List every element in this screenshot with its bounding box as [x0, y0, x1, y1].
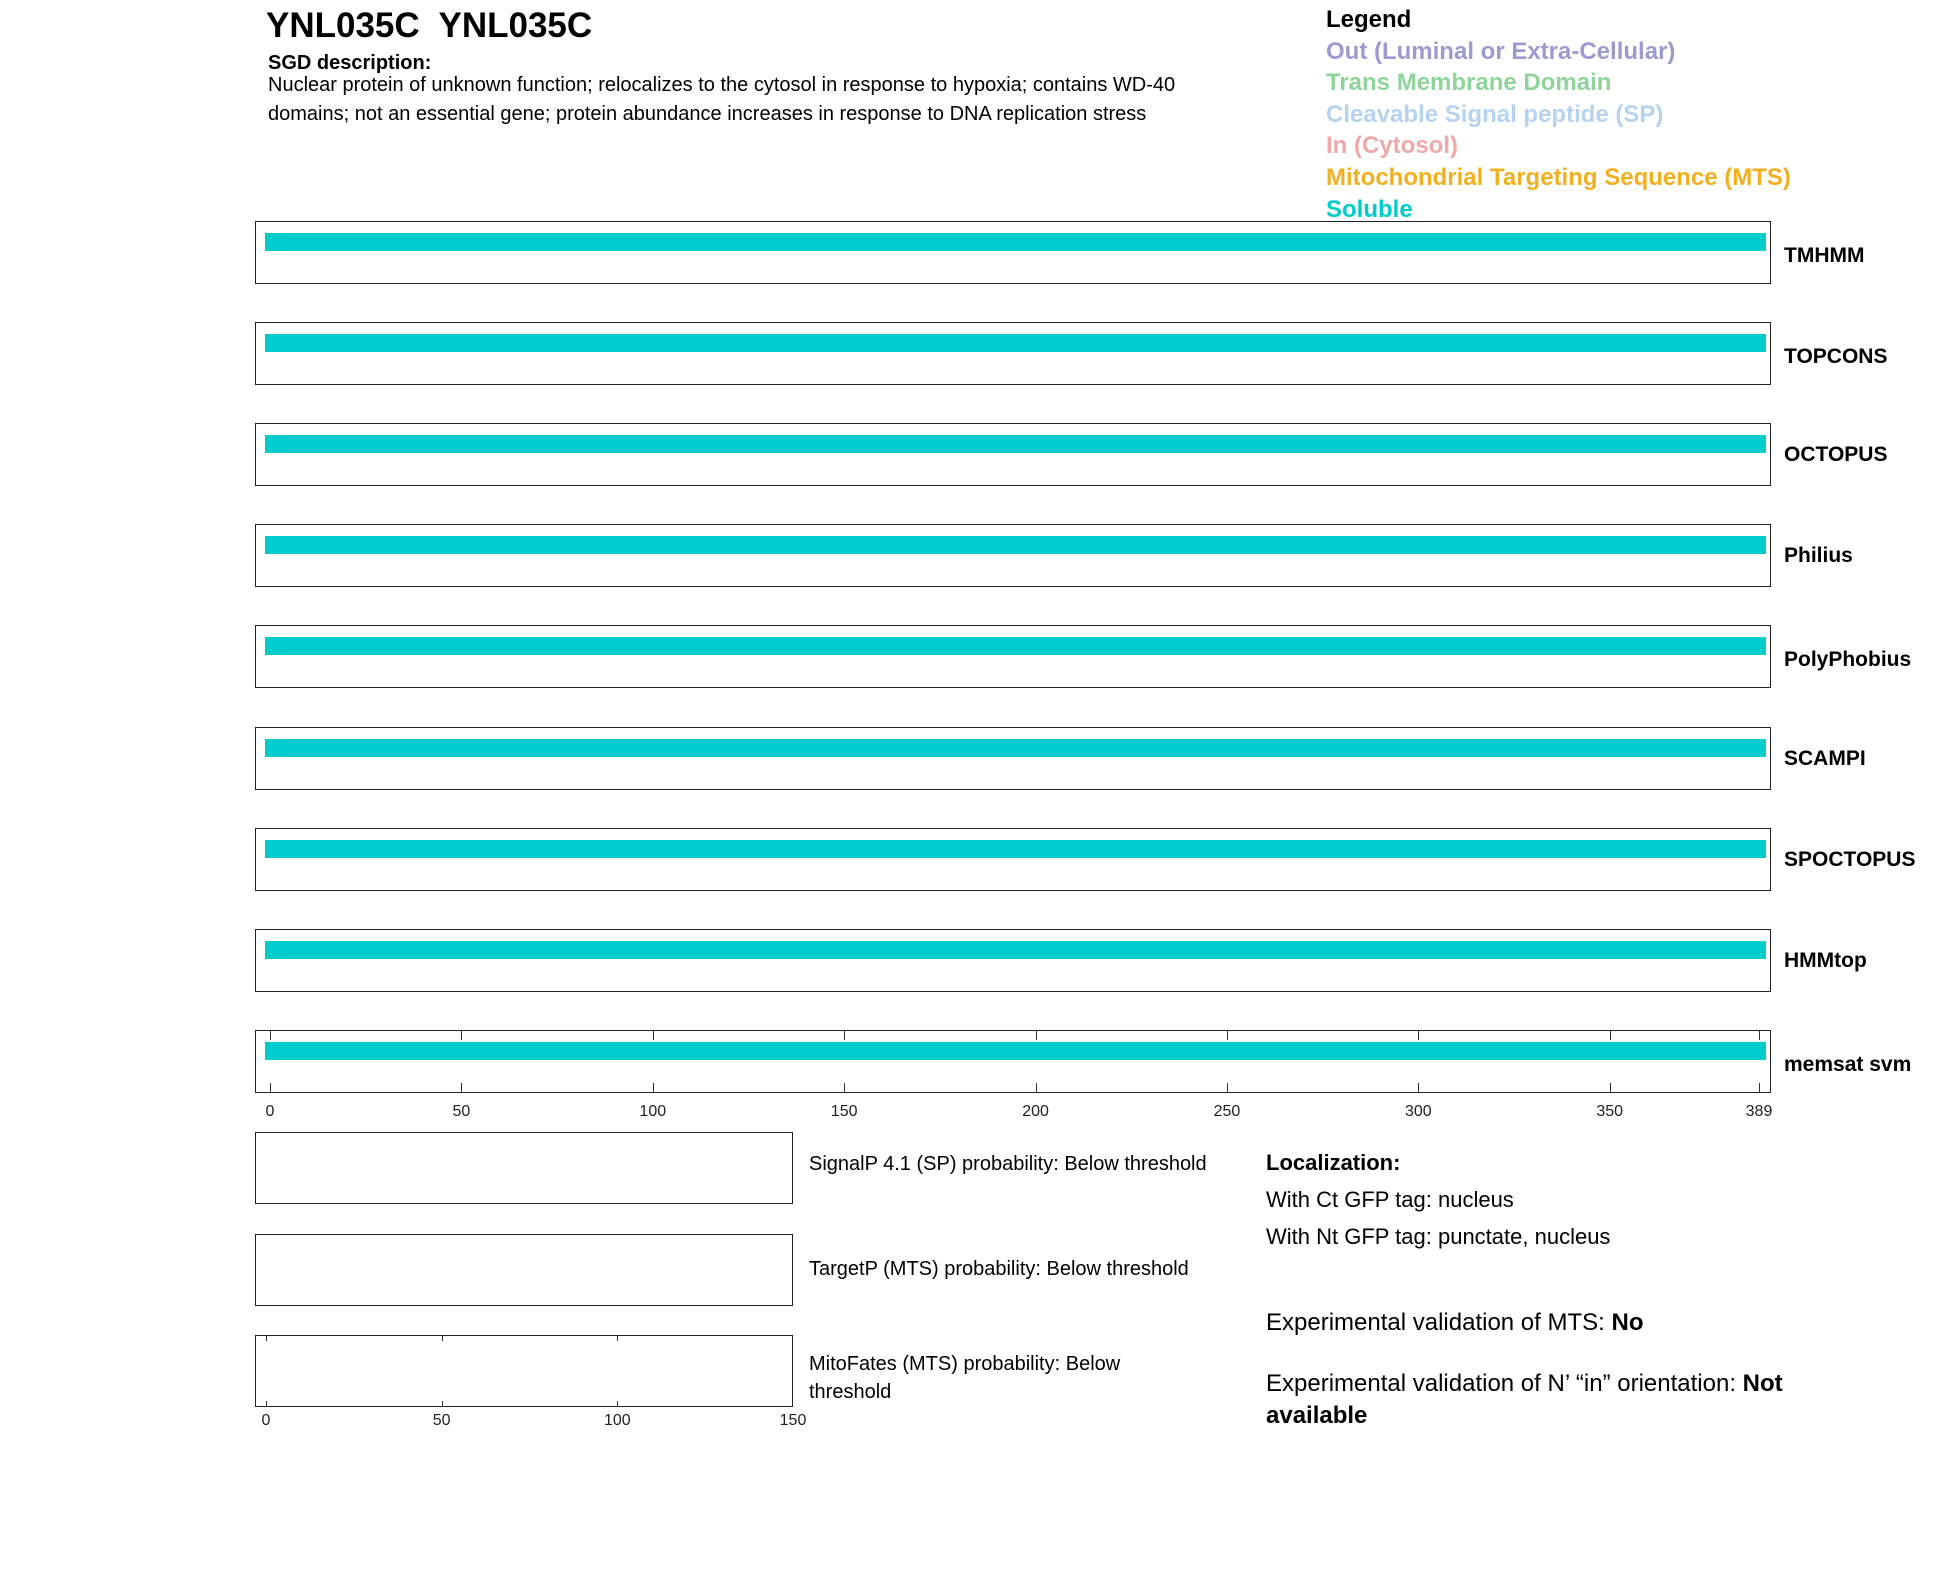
track-label: OCTOPUS: [1784, 443, 1888, 466]
x-tick: [1609, 1083, 1611, 1093]
segment-bar: [265, 739, 1766, 757]
small-x-tick-label: 100: [603, 1412, 631, 1429]
small-x-tick: [617, 1401, 619, 1407]
x-tick: [1226, 1083, 1228, 1093]
x-tick: [1759, 1030, 1760, 1040]
small-x-tick-label: 50: [432, 1412, 451, 1429]
x-tick-label: 200: [1022, 1103, 1049, 1120]
segment-bar: [265, 536, 1766, 554]
legend: Legend Out (Luminal or Extra-Cellular) Tr…: [1326, 4, 1791, 225]
legend-item: Soluble: [1326, 195, 1413, 223]
x-tick: [1609, 1030, 1611, 1040]
x-tick-label: 50: [452, 1103, 471, 1120]
x-tick: [1035, 1083, 1037, 1093]
small-x-tick-label: 0: [261, 1412, 271, 1429]
track-label: TMHMM: [1784, 244, 1865, 267]
x-tick-label: 350: [1596, 1103, 1624, 1120]
x-tick: [461, 1030, 463, 1040]
nin-validation-label: Experimental validation of N’ “in” orien…: [1266, 1370, 1743, 1397]
small-x-tick: [441, 1335, 443, 1341]
track-philius: [255, 524, 1771, 587]
segment-bar: [265, 334, 1766, 352]
track-label: Philius: [1784, 544, 1853, 567]
small-x-tick: [617, 1335, 619, 1341]
small-x-tick: [441, 1401, 443, 1407]
segment-bar: [265, 1042, 1766, 1060]
x-tick-label: 100: [639, 1103, 667, 1120]
x-tick: [1418, 1083, 1420, 1093]
prediction-text: TargetP (MTS) probability: Below thresho…: [809, 1258, 1189, 1280]
x-tick: [270, 1083, 271, 1093]
segment-bar: [265, 941, 1766, 959]
track-label: memsat svm: [1784, 1053, 1912, 1076]
x-tick-label: 150: [830, 1103, 858, 1120]
x-tick-label: 250: [1213, 1103, 1241, 1120]
x-tick: [1035, 1030, 1037, 1040]
nin-validation: Experimental validation of N’ “in” orien…: [1266, 1368, 1856, 1432]
prediction-plot: [255, 1234, 793, 1306]
x-tick: [270, 1030, 271, 1040]
prediction-text: SignalP 4.1 (SP) probability: Below thre…: [809, 1153, 1207, 1175]
x-tick: [844, 1030, 846, 1040]
prediction-plot: [255, 1132, 793, 1204]
x-tick-label: 0: [265, 1103, 275, 1120]
track-tmhmm: [255, 221, 1771, 284]
track-label: SCAMPI: [1784, 747, 1866, 770]
track-label: HMMtop: [1784, 949, 1867, 972]
x-tick-label: 300: [1404, 1103, 1432, 1120]
nin-validation-value: Not available: [1266, 1370, 1783, 1429]
track-label: PolyPhobius: [1784, 648, 1912, 671]
legend-item: In (Cytosol): [1326, 132, 1458, 160]
legend-title: Legend: [1326, 6, 1412, 33]
legend-item: Out (Luminal or Extra-Cellular): [1326, 37, 1676, 65]
sgd-heading: SGD description:: [268, 52, 432, 74]
x-tick: [1226, 1030, 1228, 1040]
localization-nt: With Nt GFP tag: punctate, nucleus: [1266, 1224, 1611, 1249]
segment-bar: [265, 840, 1766, 858]
small-x-tick: [266, 1401, 267, 1407]
track-label: SPOCTOPUS: [1784, 848, 1916, 871]
legend-item: Cleavable Signal peptide (SP): [1326, 100, 1664, 128]
localization-heading: Localization:: [1266, 1150, 1401, 1175]
localization-ct: With Ct GFP tag: nucleus: [1266, 1187, 1514, 1212]
segment-bar: [265, 435, 1766, 453]
mts-validation-label: Experimental validation of MTS:: [1266, 1309, 1612, 1336]
page-title: YNL035C YNL035C: [266, 6, 593, 45]
legend-item: Trans Membrane Domain: [1326, 69, 1612, 97]
sgd-description: Nuclear protein of unknown function; rel…: [268, 74, 1176, 125]
small-x-tick: [266, 1335, 267, 1341]
x-tick: [461, 1083, 463, 1093]
segment-bar: [265, 637, 1766, 655]
x-tick: [844, 1083, 846, 1093]
x-tick-label: 389: [1745, 1103, 1773, 1120]
legend-item: Mitochondrial Targeting Sequence (MTS): [1326, 163, 1791, 191]
segment-bar: [265, 233, 1766, 251]
prediction-plot: [255, 1335, 793, 1407]
mts-validation-value: No: [1611, 1309, 1644, 1336]
prediction-text: MitoFates (MTS) probability: Below thres…: [809, 1353, 1121, 1403]
track-label: TOPCONS: [1784, 345, 1888, 368]
track-topcons: [255, 322, 1771, 385]
small-x-tick-label: 150: [779, 1412, 807, 1429]
track-spoctopus: [255, 828, 1771, 891]
track-memsat-svm: [255, 1030, 1771, 1093]
x-tick: [1418, 1030, 1420, 1040]
x-tick: [1759, 1083, 1760, 1093]
x-tick: [652, 1030, 654, 1040]
x-tick: [652, 1083, 654, 1093]
mts-validation: Experimental validation of MTS: No: [1266, 1309, 1643, 1337]
track-hmmtop: [255, 929, 1771, 992]
track-octopus: [255, 423, 1771, 486]
track-polyphobius: [255, 625, 1771, 688]
track-scampi: [255, 727, 1771, 790]
